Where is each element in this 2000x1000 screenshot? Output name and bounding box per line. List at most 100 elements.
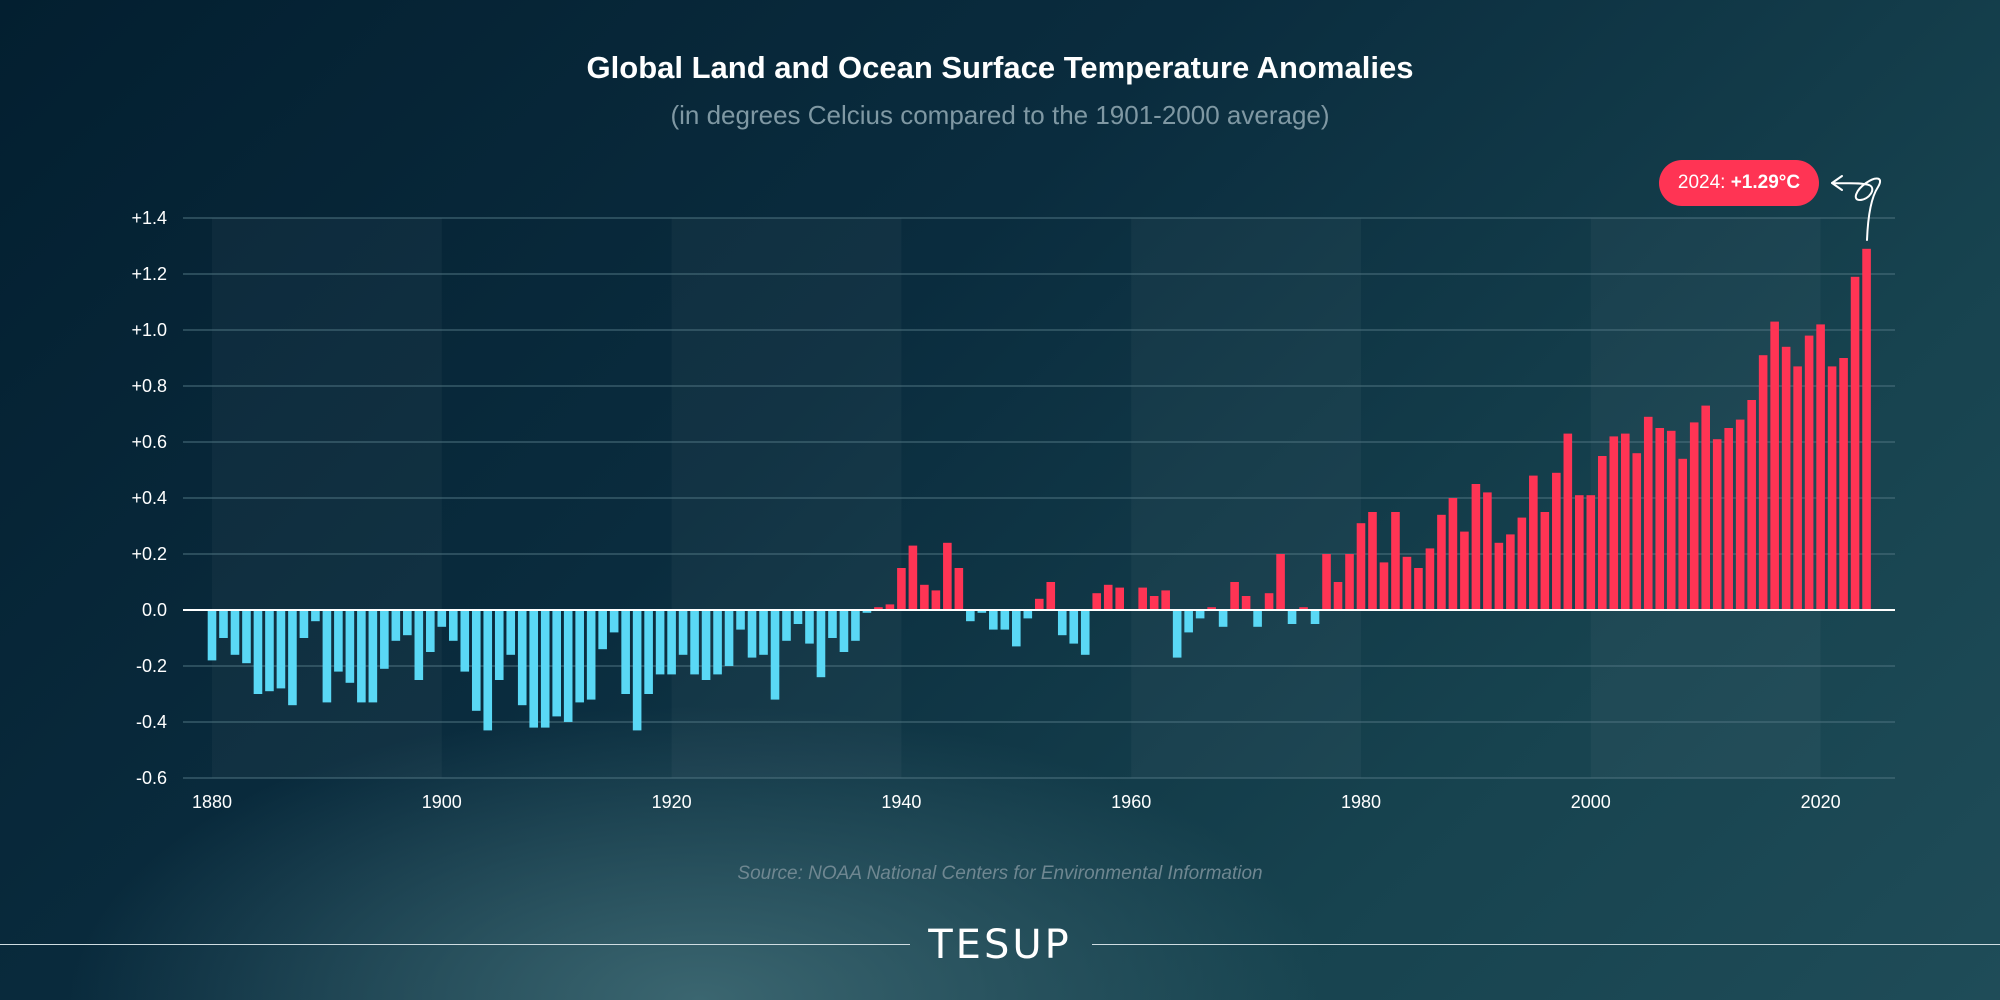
bar-1917 [632,610,642,731]
bar-2006 [1655,428,1665,610]
bar-1901 [448,610,458,641]
bar-1943 [931,590,941,610]
bar-1932 [805,610,814,644]
bar-1936 [851,610,860,641]
bar-2004 [1632,453,1642,610]
bar-2018 [1793,366,1802,610]
bar-1946 [966,610,975,622]
bar-2009 [1689,422,1699,610]
bar-2023 [1850,276,1860,610]
bar-1965 [1184,610,1193,633]
x-tick-label: 1960 [1111,792,1151,812]
bar-1916 [621,610,630,694]
bar-1937 [862,610,872,613]
bar-1893 [357,610,366,703]
bar-1967 [1207,607,1216,610]
bar-1983 [1391,512,1400,610]
bar-1981 [1368,512,1377,610]
bar-1924 [713,610,722,675]
bar-1909 [540,610,550,728]
bar-1913 [586,610,596,700]
bar-1902 [460,610,470,672]
bar-1881 [219,610,228,638]
bar-1930 [782,610,791,641]
bar-1985 [1414,568,1423,610]
bar-1934 [828,610,837,638]
bar-1982 [1379,562,1389,610]
bar-1910 [552,610,561,717]
bar-1890 [322,610,332,703]
bar-1971 [1253,610,1262,627]
bar-1980 [1356,523,1366,610]
bar-1929 [770,610,780,700]
y-tick-label: +0.8 [131,376,167,396]
bar-1950 [1012,610,1021,647]
bar-1912 [575,610,584,703]
bar-2010 [1701,405,1710,610]
bar-1989 [1460,531,1469,610]
bar-1977 [1322,554,1331,610]
bar-1972 [1264,593,1274,610]
bar-1991 [1483,492,1492,610]
x-tick-label: 1920 [652,792,692,812]
bar-1914 [598,610,607,650]
bar-1996 [1540,512,1550,610]
bar-1949 [1000,610,1010,630]
bar-2022 [1839,358,1848,610]
y-tick-label: +0.4 [131,488,167,508]
bar-1895 [380,610,389,669]
bar-1988 [1448,498,1458,610]
bar-1975 [1299,607,1308,610]
bar-1984 [1402,556,1412,610]
bar-1999 [1575,495,1584,610]
bar-1928 [759,610,768,655]
x-tick-label: 2020 [1801,792,1841,812]
bar-1963 [1161,590,1170,610]
chart-title: Global Land and Ocean Surface Temperatur… [586,50,1414,85]
bar-1953 [1046,582,1056,610]
bar-1995 [1529,475,1538,610]
bar-1955 [1069,610,1079,644]
bar-1959 [1115,587,1125,610]
bar-1958 [1103,584,1113,610]
bar-1904 [483,610,493,731]
bar-1894 [368,610,378,703]
bar-1987 [1437,514,1446,610]
bar-1880 [207,610,217,661]
bar-2003 [1620,433,1630,610]
bar-1905 [494,610,504,680]
bar-2015 [1758,355,1768,610]
bar-1903 [471,610,481,711]
bar-1986 [1425,548,1435,610]
bar-1966 [1195,610,1205,619]
bar-2016 [1770,321,1779,610]
bar-series [207,248,1871,731]
bar-1939 [885,604,895,610]
chart-subtitle: (in degrees Celcius compared to the 1901… [670,100,1330,130]
y-tick-label: -0.4 [136,712,167,732]
brand-logo: TESUP [928,922,1072,968]
bar-1921 [678,610,688,655]
bar-1920 [667,610,676,675]
bar-1933 [816,610,826,678]
bar-1919 [655,610,665,675]
bar-2005 [1643,416,1653,610]
bar-1994 [1517,517,1527,610]
bar-1951 [1023,610,1033,619]
bar-1898 [414,610,424,680]
bar-1888 [299,610,309,638]
bar-1882 [230,610,240,655]
bar-1952 [1034,598,1044,610]
arrow-annotation [1831,177,1882,241]
bar-1978 [1333,582,1343,610]
source-note: Source: NOAA National Centers for Enviro… [737,863,1263,884]
bar-1948 [989,610,998,630]
arrow-head-icon [1831,175,1843,191]
bar-1962 [1149,596,1159,610]
bar-1923 [701,610,711,680]
bar-2007 [1666,430,1676,610]
y-tick-label: +1.0 [131,320,167,340]
bar-2002 [1609,436,1619,610]
bar-1954 [1057,610,1067,636]
